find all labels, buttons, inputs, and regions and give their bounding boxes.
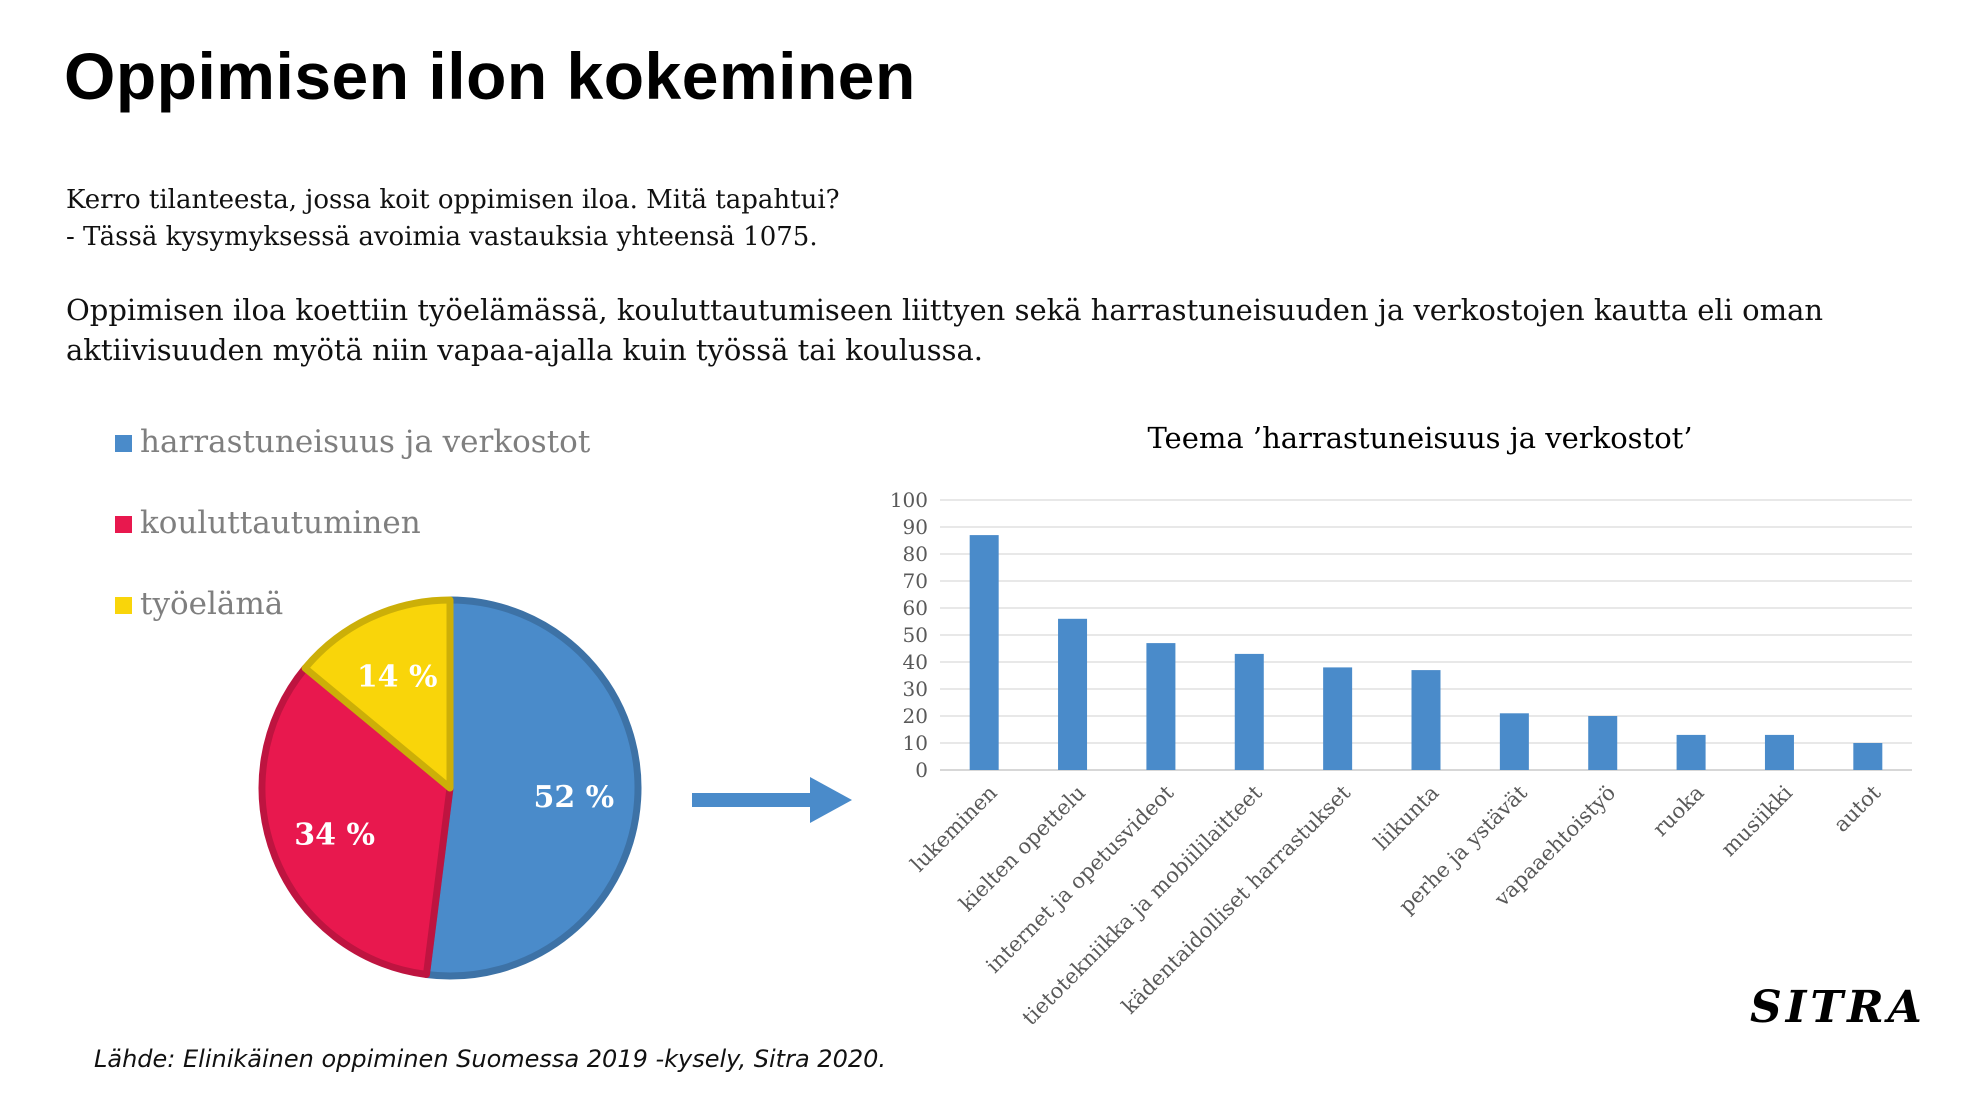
bar xyxy=(1411,670,1441,770)
bar xyxy=(969,535,999,770)
y-tick-label: 50 xyxy=(903,623,928,647)
x-tick-label: liikunta xyxy=(1369,781,1443,855)
legend-label: työelämä xyxy=(140,586,283,622)
y-tick-label: 60 xyxy=(903,596,928,620)
bar-chart: Teema ’harrastuneisuus ja verkostot’ 0 10 2… xyxy=(890,421,1912,1030)
y-tick-label: 40 xyxy=(903,650,928,674)
bar xyxy=(1058,618,1088,770)
legend-swatch xyxy=(115,597,132,614)
y-tick-label: 30 xyxy=(903,677,928,701)
page-title: Oppimisen ilon kokeminen xyxy=(64,39,916,113)
y-tick-label: 10 xyxy=(903,731,928,755)
x-tick-label: ruoka xyxy=(1648,781,1708,841)
x-tick-label: musiikki xyxy=(1717,780,1798,861)
bar xyxy=(1588,716,1618,770)
y-tick-label: 20 xyxy=(903,704,928,728)
sitra-logo: SITRA xyxy=(1750,982,1926,1032)
bar xyxy=(1234,653,1264,770)
y-tick-label: 90 xyxy=(903,515,928,539)
bar xyxy=(1853,743,1883,770)
bar xyxy=(1764,734,1794,770)
question-text: Kerro tilanteesta, jossa koit oppimisen … xyxy=(66,185,840,215)
y-tick-label: 70 xyxy=(903,569,928,593)
source-note: Lähde: Elinikäinen oppiminen Suomessa 20… xyxy=(94,1045,886,1073)
x-tick-label: autot xyxy=(1829,780,1886,837)
pie-slice-label: 52 % xyxy=(533,780,614,815)
bar xyxy=(1499,713,1529,770)
bar xyxy=(1323,667,1353,770)
pie-slice xyxy=(258,664,454,979)
pie-slice-label: 14 % xyxy=(357,660,438,695)
question-block: Kerro tilanteesta, jossa koit oppimisen … xyxy=(66,182,840,256)
x-tick-label: lukeminen xyxy=(906,781,1002,877)
pie-chart: harrastuneisuus ja verkostot kouluttautum… xyxy=(115,424,642,980)
legend-swatch xyxy=(115,516,132,533)
bar xyxy=(1676,734,1706,770)
pie-slice xyxy=(301,596,454,792)
legend-label: harrastuneisuus ja verkostot xyxy=(140,424,591,460)
pie-slices: 52 % 34 % 14 % xyxy=(258,596,642,980)
legend-swatch xyxy=(115,435,132,452)
y-tick-label: 80 xyxy=(903,542,928,566)
summary-text: Oppimisen iloa koettiin työelämässä, kou… xyxy=(66,293,1824,367)
bar xyxy=(1146,643,1176,770)
sitra-logo-text: SITRA xyxy=(1750,982,1926,1032)
y-tick-label: 100 xyxy=(890,488,928,512)
pie-slice xyxy=(422,596,642,980)
bar-chart-title: Teema ’harrastuneisuus ja verkostot’ xyxy=(1147,421,1692,455)
pie-slice-label: 34 % xyxy=(294,818,375,853)
legend-label: kouluttautuminen xyxy=(140,505,421,541)
arrow-right-icon xyxy=(692,777,852,823)
response-count-text: - Tässä kysymyksessä avoimia vastauksia … xyxy=(66,222,818,252)
x-tick-label: internet ja opetusvideot xyxy=(981,780,1178,977)
y-tick-label: 0 xyxy=(915,758,928,782)
